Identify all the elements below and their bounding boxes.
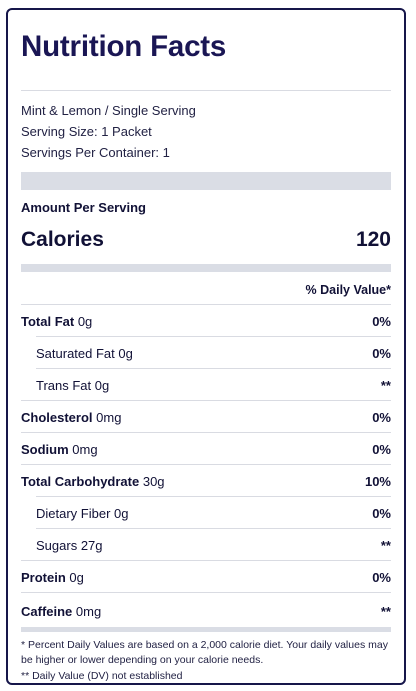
medium-divider [21, 264, 391, 272]
nutrient-row-caffeine: Caffeine 0mg ** [21, 595, 391, 627]
nutrient-name: Dietary Fiber 0g [36, 506, 129, 521]
nutrient-row-total-carbohydrate: Total Carbohydrate 30g 10% [21, 465, 391, 497]
nutrient-name: Total Fat 0g [21, 314, 93, 329]
divider [21, 304, 391, 305]
nutrient-daily-value: 0% [372, 442, 391, 457]
nutrient-daily-value: ** [380, 378, 391, 393]
nutrient-name: Sodium 0mg [21, 442, 98, 457]
nutrient-row-cholesterol: Cholesterol 0mg 0% [21, 401, 391, 433]
divider [21, 90, 391, 91]
nutrient-daily-value: 0% [372, 346, 391, 361]
nutrient-name: Cholesterol 0mg [21, 410, 122, 425]
nutrient-name: Sugars 27g [36, 538, 103, 553]
nutrient-row-dietary-fiber: Dietary Fiber 0g 0% [21, 497, 391, 529]
nutrient-name: Protein 0g [21, 570, 84, 585]
nutrition-label: Nutrition Facts Mint & Lemon / Single Se… [6, 8, 406, 685]
nutrient-row-sugars: Sugars 27g ** [21, 529, 391, 561]
daily-value-header: % Daily Value* [305, 283, 391, 297]
nutrient-daily-value: 10% [364, 474, 391, 489]
nutrient-daily-value: ** [380, 604, 391, 619]
nutrient-daily-value: 0% [372, 410, 391, 425]
footnote-dv-not-established: ** Daily Value (DV) not established [21, 670, 183, 682]
nutrient-daily-value: 0% [372, 506, 391, 521]
nutrient-row-total-fat: Total Fat 0g 0% [21, 305, 391, 337]
nutrient-name: Saturated Fat 0g [36, 346, 133, 361]
calories-value: 120 [355, 228, 391, 251]
nutrient-name: Trans Fat 0g [36, 378, 110, 393]
footnote-percent-dv: * Percent Daily Values are based on a 2,… [21, 639, 388, 666]
nutrition-label-content: Nutrition Facts Mint & Lemon / Single Se… [21, 10, 391, 683]
product-name: Mint & Lemon / Single Serving [21, 103, 196, 118]
nutrient-row-saturated-fat: Saturated Fat 0g 0% [21, 337, 391, 369]
nutrient-daily-value: ** [380, 538, 391, 553]
nutrient-row-sodium: Sodium 0mg 0% [21, 433, 391, 465]
nutrient-daily-value: 0% [372, 314, 391, 329]
nutrient-row-trans-fat: Trans Fat 0g ** [21, 369, 391, 401]
serving-size: Serving Size: 1 Packet [21, 124, 152, 139]
bottom-divider [21, 627, 391, 632]
amount-per-serving: Amount Per Serving [21, 200, 146, 215]
nutrient-name: Total Carbohydrate 30g [21, 474, 165, 489]
nutrient-name: Caffeine 0mg [21, 604, 102, 619]
label-title: Nutrition Facts [21, 30, 227, 63]
calories-label: Calories [21, 228, 104, 251]
nutrient-daily-value: 0% [372, 570, 391, 585]
nutrient-row-protein: Protein 0g 0% [21, 561, 391, 593]
thick-divider [21, 172, 391, 190]
servings-per-container: Servings Per Container: 1 [21, 145, 170, 160]
